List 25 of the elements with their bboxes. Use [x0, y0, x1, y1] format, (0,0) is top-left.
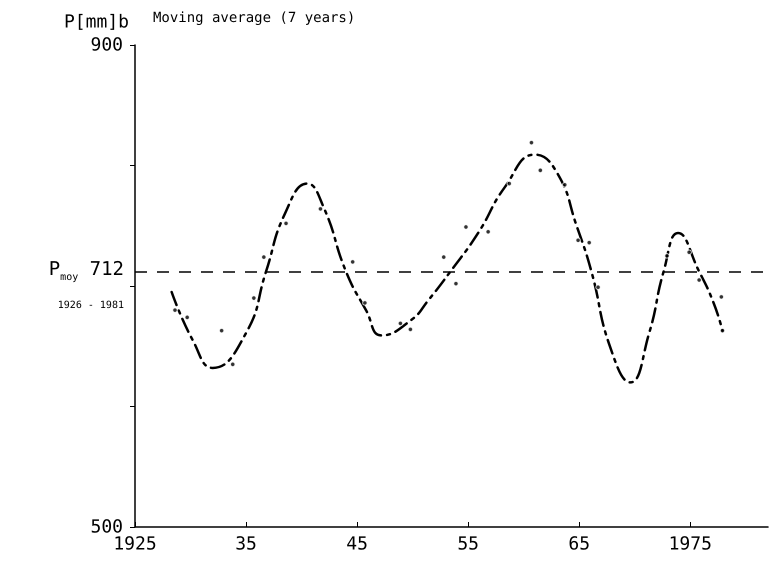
point	[408, 326, 414, 332]
x-tick-label: 45	[346, 534, 368, 554]
point	[398, 320, 404, 326]
chart-title: Moving average (7 years)	[153, 10, 356, 26]
y-tick-label: 900	[90, 34, 123, 56]
point	[362, 300, 368, 306]
point	[463, 224, 469, 230]
point	[172, 307, 178, 313]
x-tick-label: 35	[235, 534, 257, 554]
point	[720, 328, 726, 334]
point	[718, 294, 724, 300]
x-tick-label: 55	[457, 534, 479, 554]
point	[218, 328, 224, 334]
y-axis-title: P[mm]b	[64, 12, 129, 32]
x-tick-label: 65	[568, 534, 590, 554]
point	[528, 140, 534, 146]
x-tick-label: 1975	[668, 534, 712, 554]
point	[696, 277, 702, 283]
point	[575, 237, 581, 243]
point	[318, 206, 324, 212]
point	[664, 253, 670, 259]
point	[506, 180, 512, 186]
point	[453, 280, 459, 286]
point	[283, 220, 289, 226]
point	[686, 250, 692, 256]
